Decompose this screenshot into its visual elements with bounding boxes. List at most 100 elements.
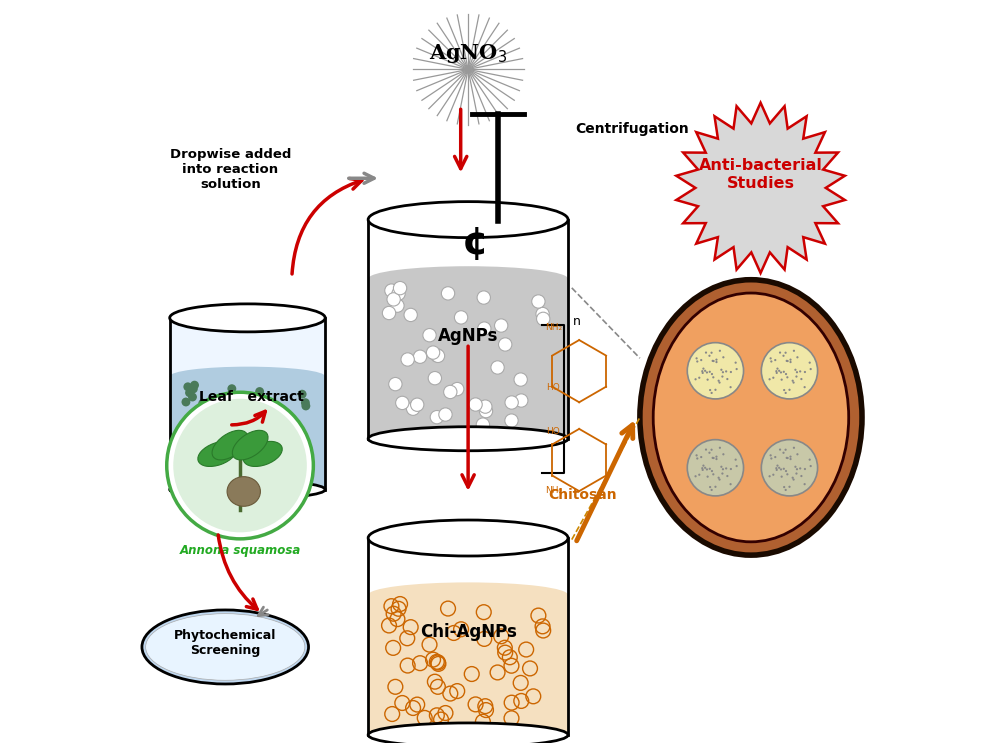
Text: Dropwise added
into reaction
solution: Dropwise added into reaction solution: [169, 148, 291, 191]
Ellipse shape: [479, 400, 492, 413]
Ellipse shape: [785, 351, 787, 354]
Ellipse shape: [776, 372, 778, 374]
Ellipse shape: [716, 456, 717, 458]
Ellipse shape: [787, 457, 789, 459]
Ellipse shape: [774, 456, 776, 458]
Ellipse shape: [783, 389, 785, 391]
Ellipse shape: [772, 377, 774, 379]
Ellipse shape: [729, 371, 732, 373]
Ellipse shape: [780, 468, 782, 471]
Ellipse shape: [774, 359, 776, 361]
Ellipse shape: [726, 475, 728, 477]
Ellipse shape: [809, 362, 811, 364]
Ellipse shape: [776, 468, 778, 471]
Ellipse shape: [781, 378, 783, 380]
Ellipse shape: [715, 486, 716, 488]
Ellipse shape: [796, 468, 798, 470]
Ellipse shape: [276, 471, 285, 480]
Ellipse shape: [219, 468, 228, 477]
Ellipse shape: [779, 351, 781, 354]
Ellipse shape: [775, 467, 778, 469]
Ellipse shape: [801, 378, 803, 380]
Ellipse shape: [227, 477, 261, 507]
Ellipse shape: [301, 401, 310, 410]
Ellipse shape: [142, 610, 308, 684]
Ellipse shape: [200, 463, 209, 471]
Ellipse shape: [430, 410, 444, 424]
Ellipse shape: [810, 465, 812, 467]
Ellipse shape: [249, 460, 258, 468]
Ellipse shape: [770, 454, 772, 457]
Ellipse shape: [705, 351, 708, 354]
Ellipse shape: [787, 360, 789, 362]
Ellipse shape: [192, 459, 201, 467]
Ellipse shape: [283, 442, 292, 451]
Ellipse shape: [413, 350, 427, 363]
Ellipse shape: [734, 362, 736, 364]
Ellipse shape: [256, 408, 265, 417]
Ellipse shape: [368, 583, 568, 607]
Ellipse shape: [388, 377, 402, 391]
Ellipse shape: [712, 457, 714, 459]
Ellipse shape: [491, 361, 504, 374]
Ellipse shape: [216, 424, 225, 433]
Ellipse shape: [709, 486, 712, 488]
Ellipse shape: [735, 465, 737, 467]
Ellipse shape: [688, 439, 743, 496]
Ellipse shape: [711, 448, 713, 451]
Ellipse shape: [790, 458, 792, 460]
Ellipse shape: [721, 472, 723, 474]
Ellipse shape: [385, 284, 398, 297]
Ellipse shape: [696, 454, 698, 457]
Ellipse shape: [711, 351, 713, 354]
Ellipse shape: [783, 371, 785, 373]
Ellipse shape: [390, 299, 404, 313]
Ellipse shape: [713, 360, 715, 362]
Text: NH₂: NH₂: [545, 486, 562, 495]
Ellipse shape: [386, 292, 400, 306]
Ellipse shape: [391, 287, 405, 301]
Ellipse shape: [785, 373, 787, 375]
Ellipse shape: [222, 471, 231, 480]
Ellipse shape: [707, 475, 709, 477]
Ellipse shape: [797, 356, 799, 358]
Ellipse shape: [722, 453, 724, 455]
Ellipse shape: [768, 475, 771, 477]
Ellipse shape: [718, 447, 721, 449]
Ellipse shape: [725, 467, 727, 469]
Ellipse shape: [498, 338, 512, 351]
Ellipse shape: [704, 370, 707, 372]
Ellipse shape: [653, 293, 848, 542]
Ellipse shape: [181, 398, 190, 407]
Ellipse shape: [796, 371, 798, 373]
Ellipse shape: [729, 386, 731, 388]
Ellipse shape: [796, 472, 798, 474]
Ellipse shape: [783, 486, 785, 488]
Ellipse shape: [699, 377, 701, 379]
Ellipse shape: [169, 304, 325, 332]
FancyArrowPatch shape: [349, 173, 374, 184]
Ellipse shape: [713, 457, 715, 459]
Ellipse shape: [718, 381, 720, 383]
Ellipse shape: [717, 380, 719, 382]
Ellipse shape: [368, 723, 568, 746]
Ellipse shape: [212, 430, 248, 460]
Ellipse shape: [761, 439, 818, 496]
FancyArrowPatch shape: [292, 178, 362, 274]
Ellipse shape: [700, 359, 703, 361]
Ellipse shape: [706, 372, 708, 374]
Ellipse shape: [721, 375, 723, 377]
FancyArrowPatch shape: [259, 607, 269, 615]
Ellipse shape: [789, 486, 791, 488]
Ellipse shape: [186, 445, 195, 454]
Ellipse shape: [688, 342, 743, 399]
Ellipse shape: [478, 322, 491, 335]
Text: Anti-bacterial
Studies: Anti-bacterial Studies: [699, 158, 823, 191]
Ellipse shape: [722, 356, 724, 358]
Ellipse shape: [804, 468, 806, 470]
Ellipse shape: [721, 468, 724, 470]
Ellipse shape: [720, 369, 722, 371]
Ellipse shape: [702, 372, 704, 374]
Ellipse shape: [291, 431, 300, 440]
Text: HO: HO: [546, 427, 560, 436]
